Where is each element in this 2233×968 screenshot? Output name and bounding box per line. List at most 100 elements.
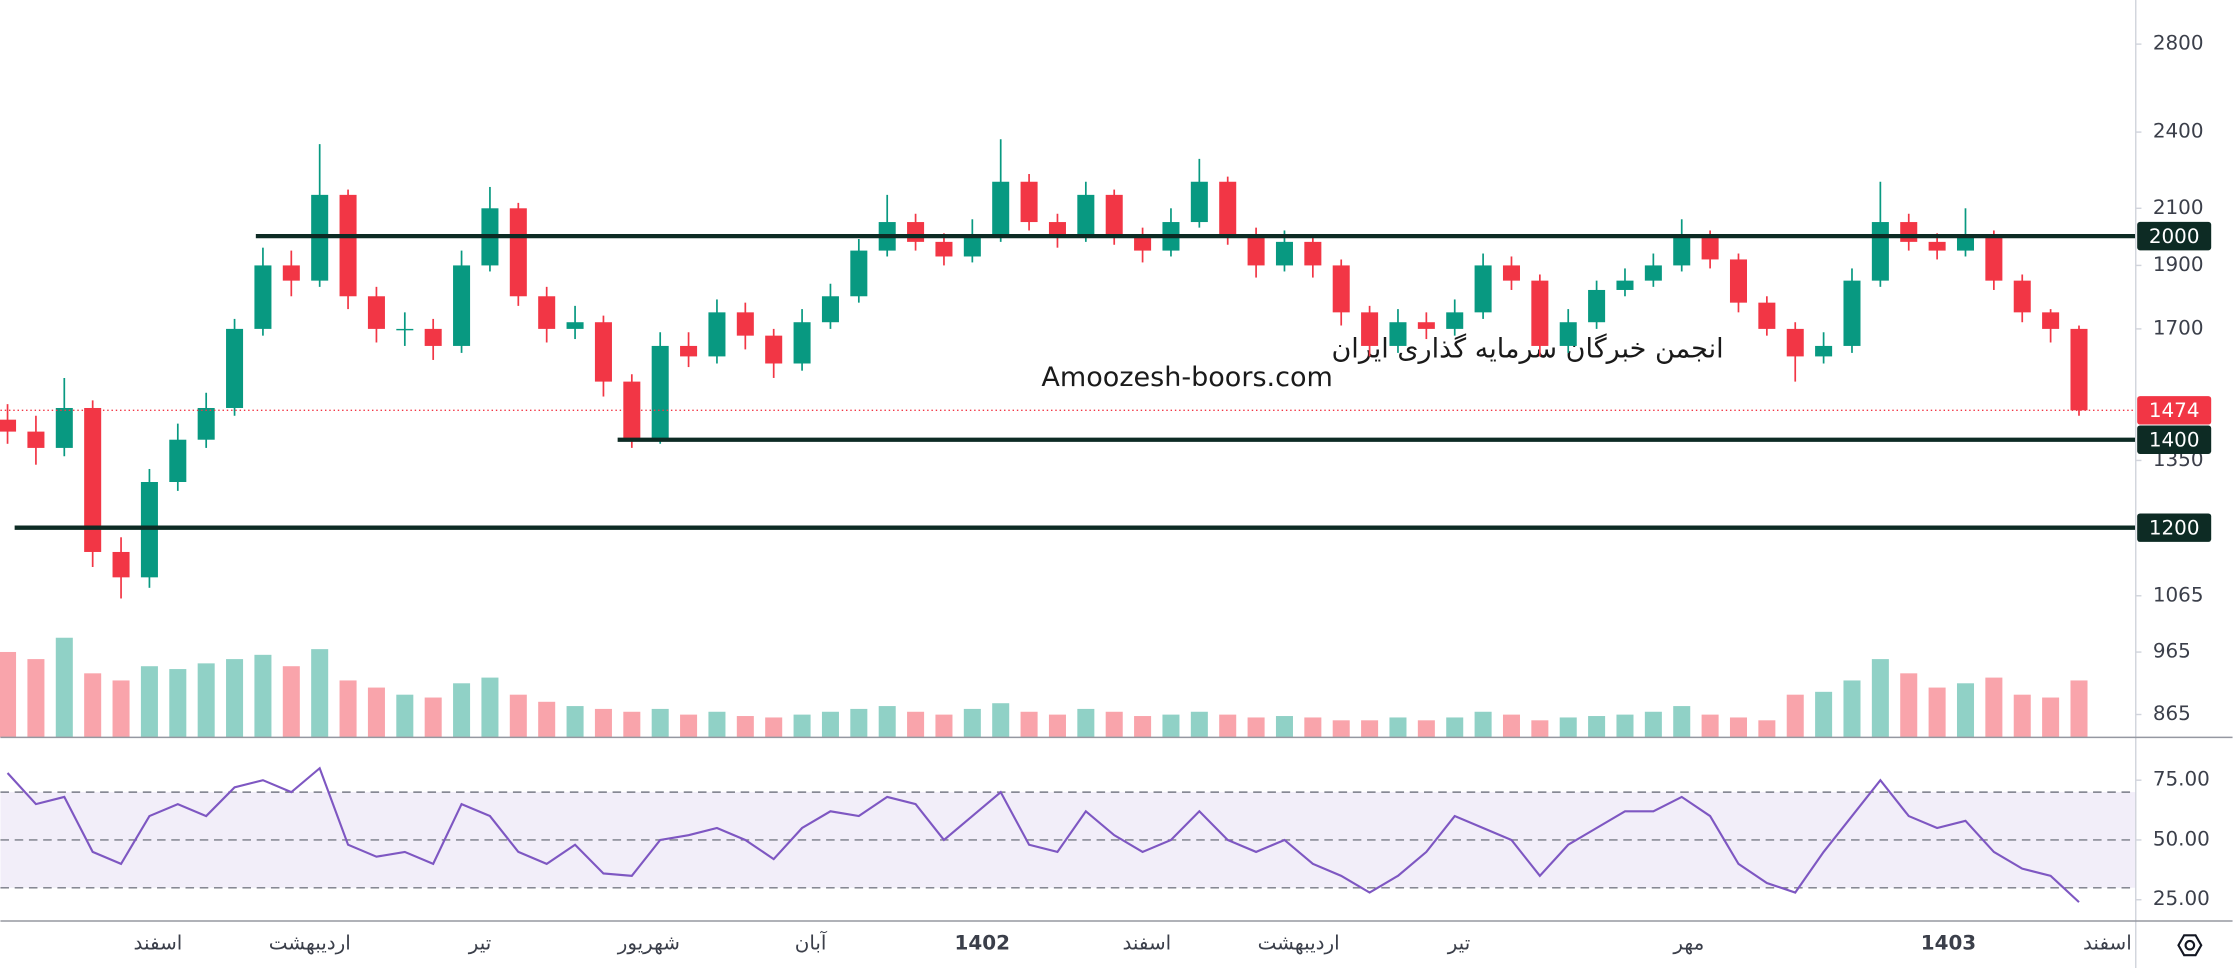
level-label: 1200 (2149, 517, 2200, 540)
candle-body (1644, 265, 1662, 281)
candle-body (651, 345, 669, 440)
volume-bar (850, 708, 868, 738)
candle-body (1843, 280, 1861, 346)
volume-bar (396, 694, 414, 738)
x-tick-label: آبان (795, 930, 828, 954)
volume-bar (935, 714, 953, 738)
candle-body (538, 296, 556, 329)
volume-bar (2013, 694, 2031, 738)
axes: 8659651065135017001900210024002800200014… (134, 32, 2212, 954)
volume-bar (140, 666, 158, 738)
candle-body (1190, 181, 1208, 223)
candle-body (1786, 328, 1804, 357)
volume-bar (339, 680, 357, 738)
volume-bar (878, 706, 896, 738)
candle-body (1673, 236, 1691, 266)
candle-body (1531, 280, 1549, 346)
candle-body (623, 381, 641, 440)
level-label: 1400 (2149, 429, 2200, 452)
settings-icon[interactable] (2177, 934, 2203, 957)
settings-dot[interactable] (2184, 939, 2196, 951)
candle-body (708, 312, 726, 357)
volume-bar (1928, 687, 1946, 738)
volume-bar (907, 711, 925, 738)
candle-body (226, 328, 244, 408)
candle-body (1900, 222, 1918, 242)
x-tick-label: تیر (468, 931, 492, 954)
candle-body (736, 312, 754, 336)
volume-bar (1758, 720, 1776, 738)
candle-body (1701, 236, 1719, 260)
candle-body (339, 194, 357, 297)
settings-hexagon[interactable] (2177, 934, 2203, 957)
x-tick-label: مهر (1672, 931, 1704, 954)
volume-bar (367, 687, 385, 738)
candle-body (367, 296, 385, 329)
candle-body (1275, 241, 1293, 266)
volume-bar (112, 680, 130, 738)
volume-bar (1219, 714, 1237, 738)
y-tick-label: 2100 (2153, 196, 2204, 219)
candle-body (1417, 322, 1435, 329)
candle-body (1871, 222, 1889, 281)
candle-body (1077, 194, 1095, 237)
level-label-box (2137, 513, 2212, 542)
candle-body (1105, 194, 1123, 237)
rsi-tick-label: 25.00 (2153, 887, 2210, 910)
candle-body (197, 407, 215, 440)
volume-bar (1644, 711, 1662, 738)
volume-bar (1361, 720, 1379, 738)
candle-body (1304, 241, 1322, 266)
volume-bar (1729, 717, 1747, 738)
x-tick-label: اسفند (134, 931, 183, 954)
volume-bar (481, 677, 499, 738)
volume-bar (1048, 714, 1066, 738)
candle-body (1446, 312, 1464, 329)
y-tick-label: 865 (2153, 702, 2191, 725)
y-tick-label: 2800 (2153, 32, 2204, 55)
volume-bar (1304, 717, 1322, 738)
candle-body (1134, 236, 1152, 251)
candle-body (1956, 236, 1975, 251)
volume-bar (708, 711, 726, 738)
candle-body (1758, 302, 1776, 329)
x-tick-label: اردیبهشت (269, 931, 351, 954)
volume-bar (1871, 659, 1889, 738)
candle-body (2042, 312, 2060, 329)
level-label: 2000 (2149, 225, 2200, 248)
volume-bar (1446, 717, 1464, 738)
x-tick-label: شهریور (617, 931, 680, 954)
volume-bar (0, 651, 17, 738)
volume-bar (1815, 691, 1833, 738)
volume-bar (1843, 680, 1861, 738)
volume-bar (736, 716, 754, 738)
volume-bar (1247, 717, 1265, 738)
volume-bar (765, 717, 783, 738)
price-pane: انجمن خبرگان سرمایه گذاری ایرانAmoozesh-… (0, 139, 2136, 738)
volume-bar (1956, 683, 1975, 738)
y-tick-label: 965 (2153, 640, 2191, 663)
volume-bar (623, 711, 641, 738)
candle-body (793, 322, 811, 364)
candle-body (1247, 236, 1265, 266)
volume-bar (1417, 720, 1435, 738)
candle-body (55, 407, 73, 448)
x-tick-label: 1403 (1921, 931, 1976, 954)
volume-bar (311, 649, 329, 738)
candle-body (963, 236, 981, 257)
volume-bar (1616, 714, 1634, 738)
volume-bar (1105, 711, 1123, 738)
candle-body (680, 345, 698, 357)
volume-bar (27, 659, 45, 738)
x-tick-label: اسفند (2083, 931, 2132, 954)
candle-body (2013, 280, 2031, 313)
volume-bar (55, 637, 73, 738)
candle-body (2070, 328, 2088, 411)
candle-body (424, 328, 442, 346)
candle-body (1389, 322, 1407, 346)
last-price-box (2137, 396, 2212, 425)
volume-bar (197, 663, 215, 738)
volume-bar (282, 666, 300, 738)
volume-bar (1332, 720, 1350, 738)
x-tick-label: 1402 (955, 931, 1010, 954)
